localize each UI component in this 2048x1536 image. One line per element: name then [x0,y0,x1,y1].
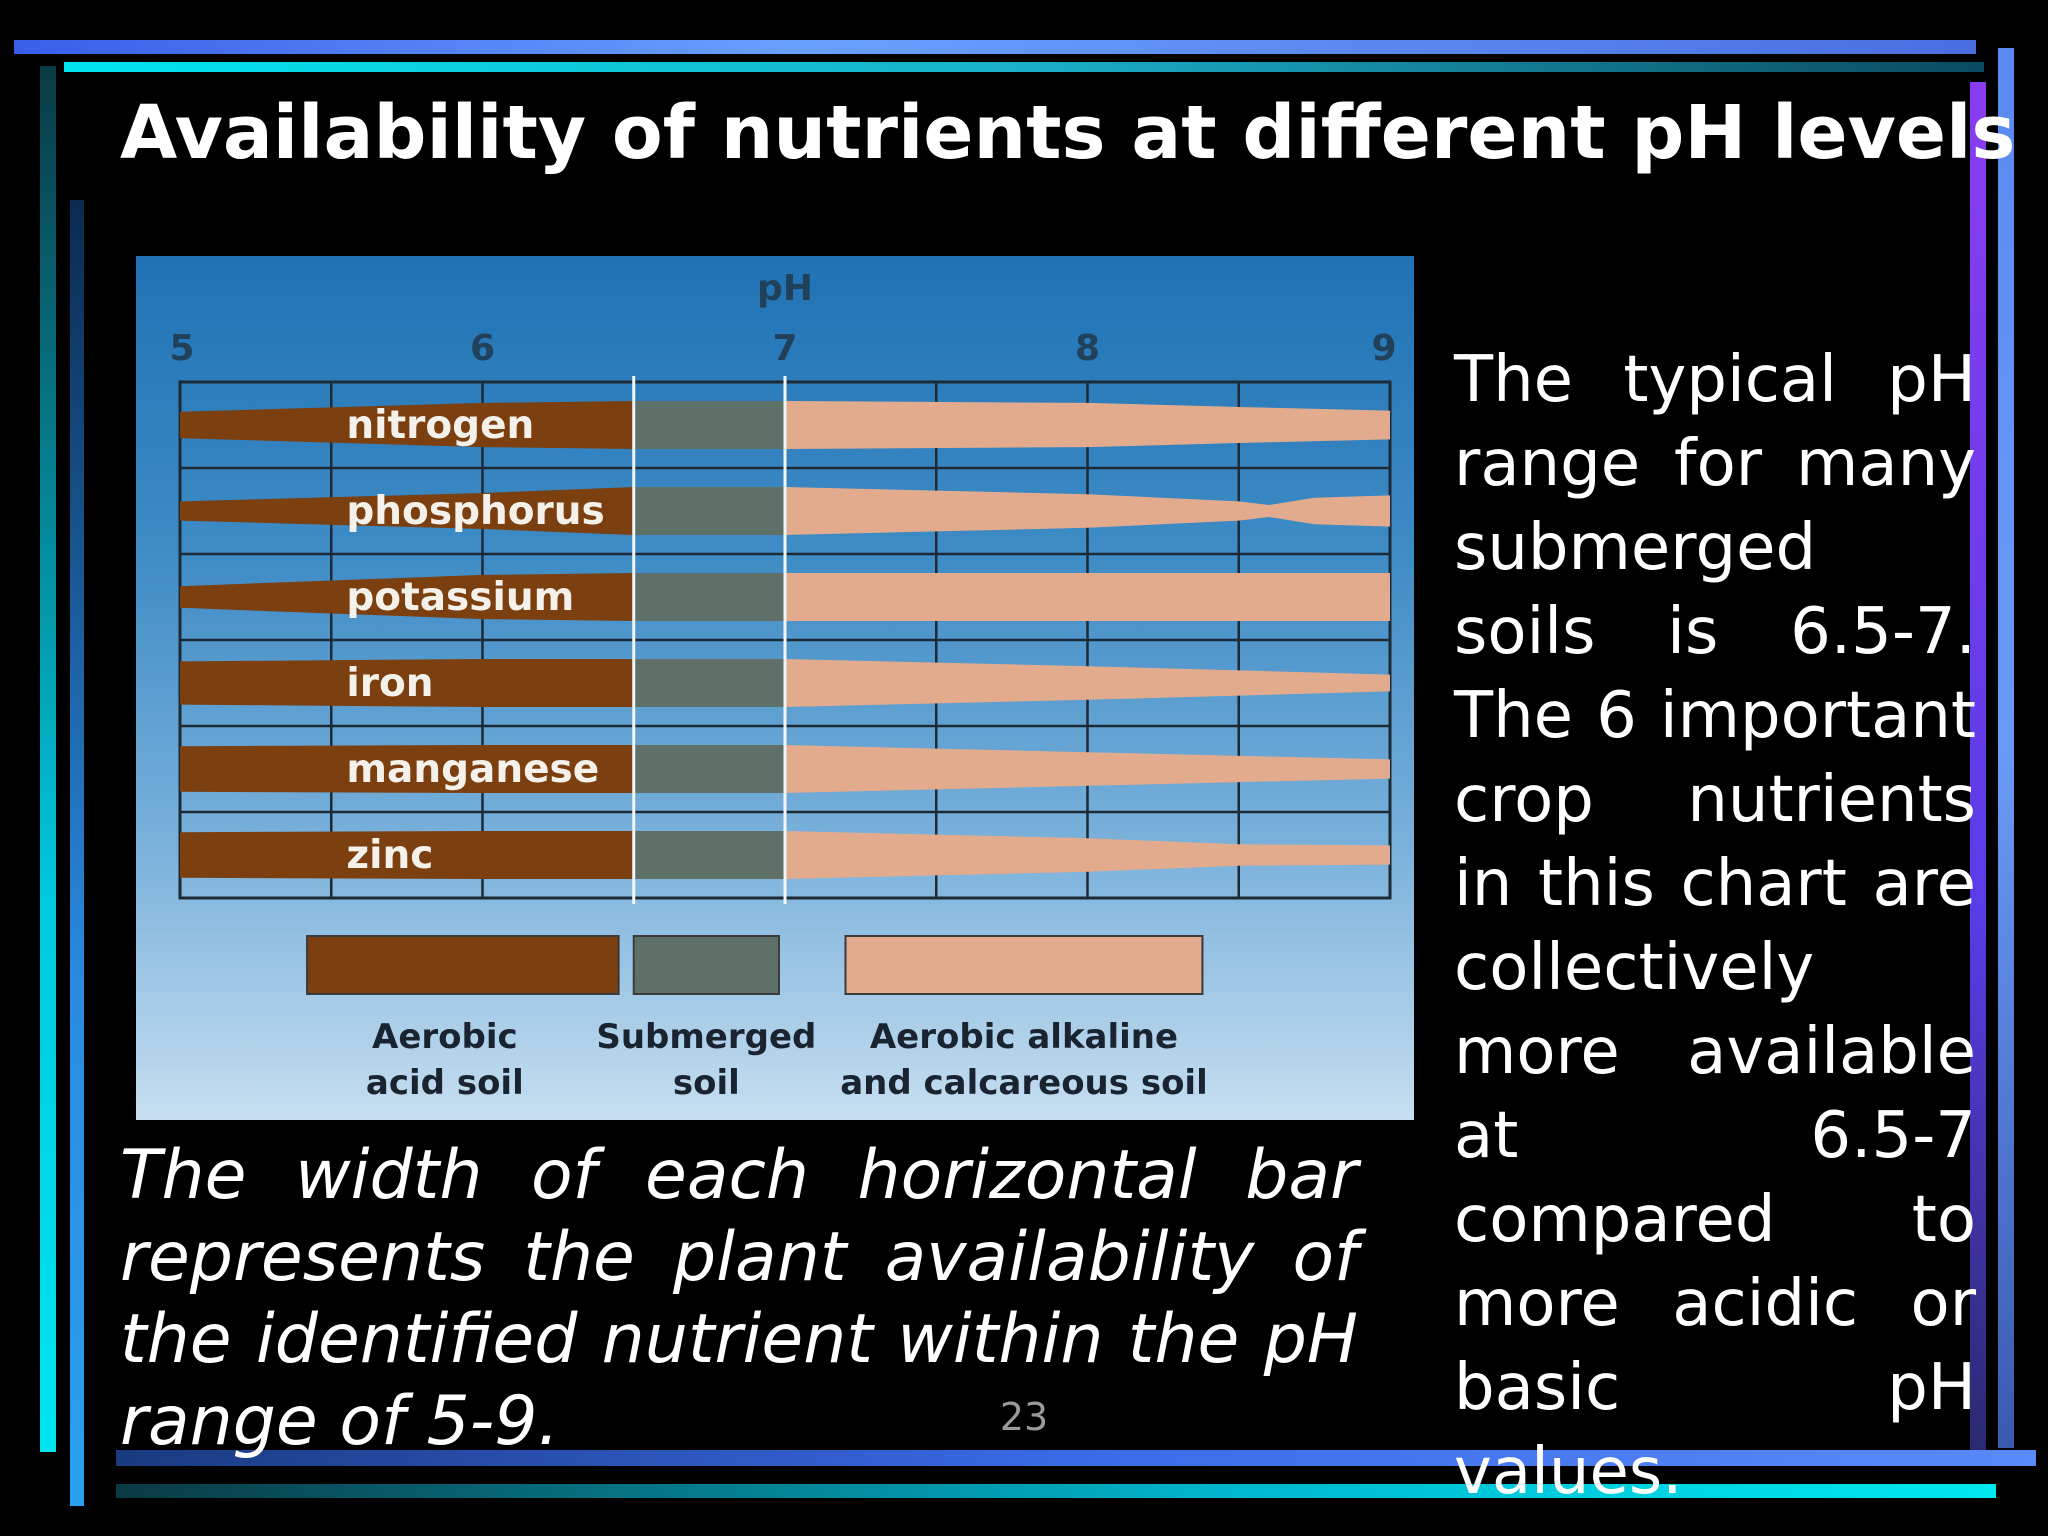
chart-svg: nitrogen phosphorus potassium iron manganese… [169,268,1396,1103]
phosphorus-submerged-segment [633,487,785,535]
bar-label-phosphorus: phosphorus [346,489,604,534]
zinc-alkaline-segment [785,831,1390,879]
bar-nitrogen [180,401,1390,449]
bar-phosphorus [180,487,1390,535]
legend-label: soil [673,1063,740,1103]
nitrogen-submerged-segment [633,401,785,449]
legend-item-submerged: Submerged soil [596,935,816,1103]
phosphorus-alkaline-segment [785,487,1390,535]
phosphorus-acid-segment [180,487,634,535]
bar-label-manganese: manganese [346,747,599,792]
bar-potassium [180,573,1390,621]
nutrient-availability-chart: nitrogen phosphorus potassium iron manganese… [136,256,1414,1120]
x-tick-label: 7 [772,328,797,369]
manganese-acid-segment [180,745,634,793]
bar-label-zinc: zinc [346,833,433,878]
legend-label: Submerged [596,1017,816,1057]
bar-labels: nitrogen phosphorus potassium iron manganese… [346,403,604,878]
bar-manganese [180,745,1390,793]
potassium-alkaline-segment [785,573,1390,621]
bar-iron [180,659,1390,707]
legend-item-alkaline: Aerobic alkaline and calcareous soil [840,935,1208,1103]
legend-item-acid: Aerobic acid soil [306,935,620,1103]
frame-bottom-line-2 [116,1484,1996,1498]
potassium-submerged-segment [633,573,785,621]
nitrogen-acid-segment [180,401,634,449]
frame-right-bar-1 [1970,82,1986,1452]
chart-caption: The width of each horizontal bar represe… [120,1136,1358,1461]
bar-label-nitrogen: nitrogen [346,403,534,448]
legend-label: Aerobic alkaline [870,1017,1178,1057]
x-tick-label: 8 [1075,328,1100,369]
frame-left-bar-1 [40,66,56,1452]
boundary-lines [632,376,787,904]
legend-swatch-alkaline [844,935,1204,995]
x-tick-label: 6 [470,328,495,369]
manganese-submerged-segment [633,745,785,793]
x-tick-label: 5 [169,328,194,369]
nitrogen-alkaline-segment [785,401,1390,449]
legend-label: and calcareous soil [840,1063,1208,1103]
zinc-submerged-segment [633,831,785,879]
x-axis-label: pH [757,268,813,309]
side-explanation-text: The typical pH range for many submerged … [1454,343,1976,1509]
zinc-acid-segment [180,831,634,879]
frame-top-line-2 [64,62,1984,72]
chart-legend: Aerobic acid soil Submerged soil Aerobic alk… [306,935,1208,1103]
potassium-acid-segment [180,573,634,621]
frame-top-line-1 [14,40,1976,54]
legend-label: Aerobic [372,1017,518,1057]
frame-left-bar-2 [70,200,84,1506]
manganese-alkaline-segment [785,745,1390,793]
slide-title: Availability of nutrients at different p… [120,90,2016,176]
chart-bars [180,401,1390,879]
iron-alkaline-segment [785,659,1390,707]
bar-label-potassium: potassium [346,575,574,620]
x-axis: pH 5 6 7 8 9 [169,268,1396,369]
legend-swatch-acid [306,935,620,995]
iron-submerged-segment [633,659,785,707]
frame-bottom-line-1 [116,1450,2036,1466]
x-tick-label: 9 [1371,328,1396,369]
legend-swatch-submerged [632,935,780,995]
iron-acid-segment [180,659,634,707]
bar-label-iron: iron [346,661,433,706]
legend-label: acid soil [366,1063,524,1103]
bar-zinc [180,831,1390,879]
frame-right-bar-2 [1998,48,2014,1448]
slide-number: 23 [999,1395,1049,1439]
